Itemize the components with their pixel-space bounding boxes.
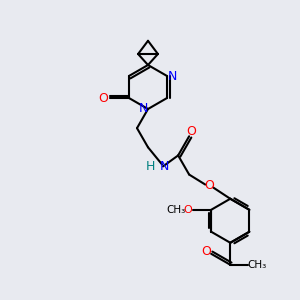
Text: CH₃: CH₃ bbox=[167, 205, 186, 215]
Text: N: N bbox=[160, 160, 169, 173]
Text: N: N bbox=[167, 70, 177, 83]
Text: O: O bbox=[98, 92, 108, 104]
Text: N: N bbox=[138, 103, 148, 116]
Text: CH₃: CH₃ bbox=[248, 260, 267, 270]
Text: O: O bbox=[204, 179, 214, 192]
Text: O: O bbox=[186, 125, 196, 138]
Text: O: O bbox=[184, 205, 193, 215]
Text: H: H bbox=[146, 160, 155, 173]
Text: O: O bbox=[201, 245, 211, 258]
